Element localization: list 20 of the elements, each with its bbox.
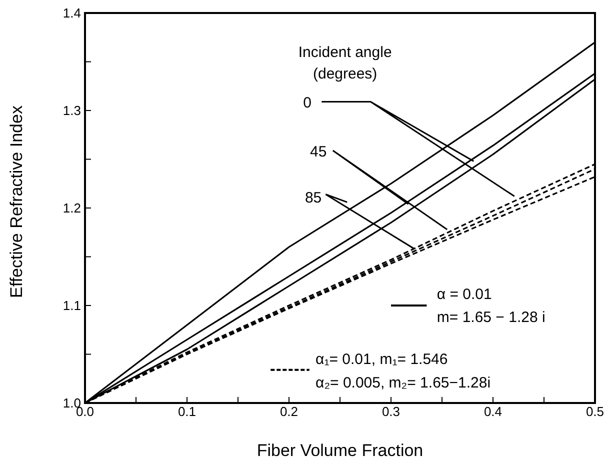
annotation: α₁= 0.01, m₁= 1.546 (316, 351, 448, 368)
x-tick-label: 0.5 (586, 404, 604, 420)
annotation: 45 (310, 143, 327, 160)
y-tick-label: 1.4 (62, 6, 81, 21)
annotation: (degrees) (313, 65, 378, 82)
y-tick-label: 1.2 (62, 200, 81, 216)
y-axis-title: Effective Refractive Index (7, 105, 26, 298)
annotation: α = 0.01 (436, 286, 492, 303)
x-tick-label: 0.3 (382, 404, 400, 420)
x-axis-title: Fiber Volume Fraction (256, 441, 424, 460)
annotation: Incident angle (298, 44, 392, 61)
y-tick-label: 1.1 (62, 298, 81, 314)
annotation: m= 1.65 − 1.28 i (436, 309, 546, 326)
annotation: 0 (303, 94, 312, 112)
y-tick-label: 1.3 (62, 103, 81, 118)
annotation: 85 (304, 189, 322, 206)
x-tick-label: 0.1 (178, 404, 196, 420)
x-tick-label: 0.2 (280, 404, 298, 420)
x-tick-label: 0.4 (484, 404, 502, 420)
annotation: α₂= 0.005, m₂= 1.65−1.28i (316, 374, 491, 392)
